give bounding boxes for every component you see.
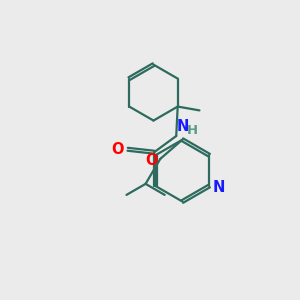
Text: O: O bbox=[146, 152, 158, 167]
Text: H: H bbox=[187, 124, 198, 137]
Text: O: O bbox=[111, 142, 124, 157]
Text: N: N bbox=[213, 180, 225, 195]
Text: N: N bbox=[177, 119, 189, 134]
